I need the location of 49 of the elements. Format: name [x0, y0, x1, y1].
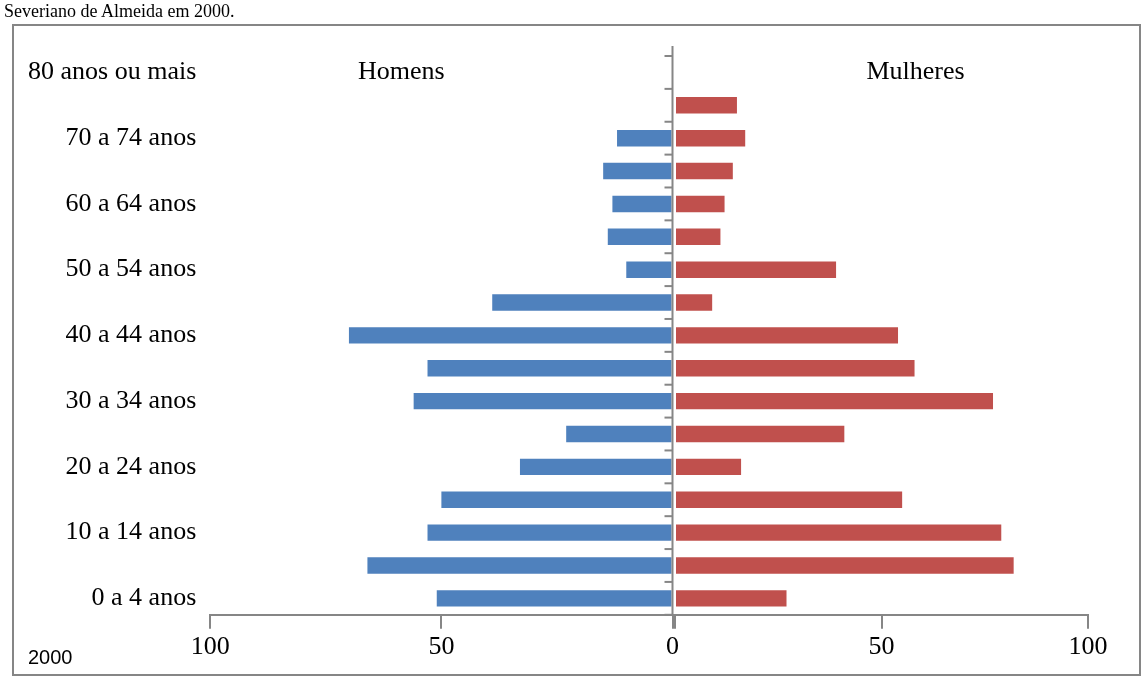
bar — [675, 458, 741, 476]
bar — [675, 327, 898, 344]
bar — [519, 458, 672, 476]
text: Mulheres — [865, 56, 965, 86]
bar — [626, 261, 672, 278]
bar — [675, 360, 915, 377]
bar — [675, 228, 720, 246]
text: Severiano de Almeida em 2000. — [3, 0, 236, 22]
bar — [603, 162, 672, 180]
bar — [675, 590, 787, 607]
bar — [675, 195, 725, 213]
bar — [675, 162, 733, 180]
y-tick-label: 70 a 74 anos — [65, 122, 197, 151]
bar — [675, 425, 844, 443]
x-tick-label: 100 — [1068, 631, 1107, 661]
bar — [675, 392, 993, 410]
y-tick-label: 0 a 4 anos — [91, 582, 197, 612]
x-tick-label: 50 — [428, 631, 455, 661]
bar — [612, 195, 672, 213]
y-tick-label: 30 a 34 anos — [65, 384, 197, 414]
bar — [675, 557, 1014, 574]
bar — [675, 97, 737, 114]
y-tick-label: 60 a 64 anos — [65, 187, 197, 217]
bar — [441, 491, 672, 508]
bar — [348, 327, 672, 344]
y-tick-label: 50 a 54 anos — [65, 253, 197, 283]
x-tick-label: 0 — [666, 631, 679, 661]
text: Homens — [358, 56, 445, 86]
y-tick-label: 20 a 24 anos — [65, 450, 197, 480]
bar — [675, 524, 1001, 541]
x-tick-label: 50 — [868, 631, 894, 661]
x-tick-label: 100 — [190, 631, 230, 661]
bar — [617, 129, 672, 147]
bar — [492, 294, 672, 311]
bar — [675, 294, 712, 311]
bar — [675, 129, 745, 147]
bar — [427, 360, 672, 377]
bar — [436, 590, 672, 607]
bar — [607, 228, 672, 246]
bar — [675, 491, 902, 508]
bar — [566, 425, 672, 443]
bar — [413, 392, 672, 410]
y-tick-label: 10 a 14 anos — [65, 516, 197, 546]
y-tick-label: 40 a 44 anos — [65, 319, 197, 349]
bar — [367, 557, 672, 574]
y-tick-label: 80 anos ou mais — [28, 56, 197, 86]
text: 2000 — [28, 645, 73, 668]
bar — [675, 261, 836, 278]
bar — [427, 524, 672, 541]
